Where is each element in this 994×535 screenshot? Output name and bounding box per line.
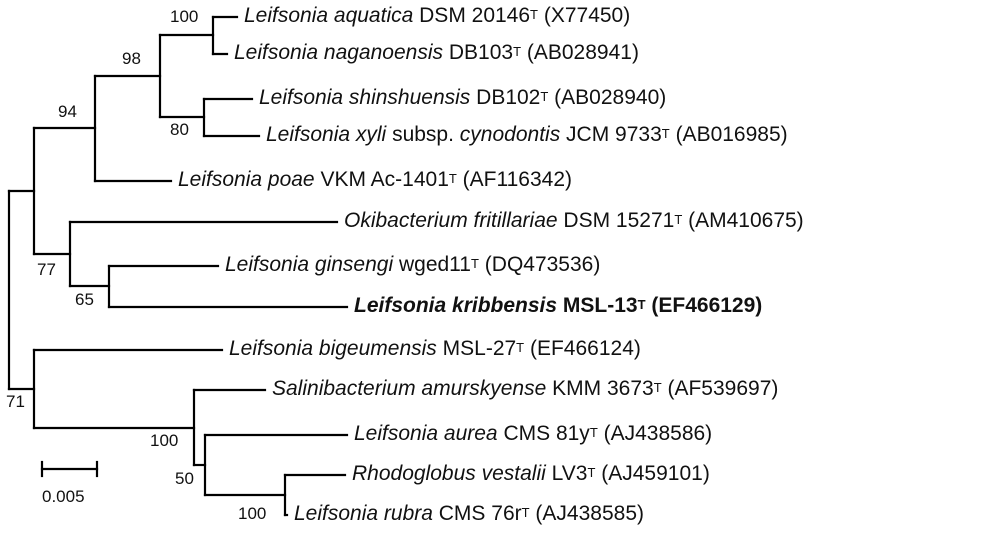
bootstrap-value: 80: [170, 120, 189, 139]
taxon-name: Leifsonia bigeumensis: [229, 337, 437, 360]
taxon-label: Leifsonia ginsengi wged11T (DQ473536): [225, 253, 600, 277]
taxon-name: Leifsonia poae: [178, 168, 315, 191]
accession-number: (AB028941): [526, 41, 639, 64]
accession-number: (AM410675): [688, 209, 804, 232]
strain-id: DB102: [476, 86, 541, 109]
taxon-name: Leifsonia kribbensis: [354, 294, 558, 317]
bootstrap-value: 65: [75, 290, 94, 309]
accession-number: (AJ459101): [601, 462, 710, 485]
taxon-name: Leifsonia aquatica: [244, 4, 414, 27]
strain-id: JCM 9733: [566, 123, 662, 146]
taxon-label: Leifsonia kribbensis MSL-13T (EF466129): [354, 294, 762, 318]
strain-id: MSL-13: [562, 294, 638, 317]
taxon-name: Leifsonia shinshuensis: [259, 86, 471, 109]
strain-id: LV3: [551, 462, 588, 485]
scale-bar: [40, 460, 99, 478]
accession-number: (EF466129): [651, 294, 763, 317]
bootstrap-value: 100: [238, 504, 267, 523]
taxon-label: Leifsonia aquatica DSM 20146T (X77450): [244, 4, 630, 28]
type-strain-mark: T: [661, 126, 670, 141]
strain-id: DSM 15271: [563, 209, 675, 232]
scale-bar-label: 0.005: [42, 487, 85, 506]
taxon-name: Leifsonia naganoensis: [234, 41, 443, 64]
type-strain-mark: T: [516, 340, 525, 355]
type-strain-mark: T: [653, 380, 662, 395]
bootstrap-value: 94: [58, 102, 77, 121]
accession-number: (AF116342): [462, 168, 573, 191]
taxon-name: Leifsonia ginsengi: [225, 253, 394, 276]
accession-number: (AJ438585): [535, 502, 644, 525]
accession-number: (X77450): [543, 4, 631, 27]
taxon-name: Rhodoglobus vestalii: [352, 462, 546, 485]
accession-number: (AB016985): [675, 123, 788, 146]
strain-id: CMS 76r: [438, 502, 522, 525]
bootstrap-value: 50: [175, 469, 194, 488]
type-strain-mark: T: [637, 297, 646, 312]
bootstrap-value: 71: [6, 392, 25, 411]
taxon-label: Rhodoglobus vestalii LV3T (AJ459101): [352, 462, 710, 486]
tree-branches: [7, 15, 349, 517]
taxon-label: Leifsonia xyli subsp. cynodontis JCM 973…: [266, 123, 788, 147]
strain-id: wged11: [398, 253, 471, 276]
strain-id: VKM Ac-1401: [320, 168, 449, 191]
bootstrap-value: 100: [150, 431, 179, 450]
accession-number: (AJ438586): [603, 422, 713, 445]
bootstrap-value: 98: [122, 49, 141, 68]
taxon-label: Leifsonia shinshuensis DB102T (AB028940): [259, 86, 666, 110]
accession-number: (EF466124): [529, 337, 641, 360]
type-strain-mark: T: [587, 465, 596, 480]
bootstrap-value: 77: [37, 260, 56, 279]
taxon-name: Salinibacterium amurskyense: [272, 377, 547, 400]
type-strain-mark: T: [513, 44, 522, 59]
type-strain-mark: T: [448, 171, 457, 186]
taxon-name: Leifsonia rubra: [294, 502, 433, 525]
taxon-label: Leifsonia poae VKM Ac-1401T (AF116342): [178, 168, 572, 192]
bootstrap-value: 100: [170, 7, 199, 26]
taxon-rank: subsp.: [392, 123, 454, 146]
accession-number: (AB028940): [554, 86, 667, 109]
taxon-label: Leifsonia rubra CMS 76rT (AJ438585): [294, 502, 644, 526]
strain-id: KMM 3673: [552, 377, 654, 400]
strain-id: MSL-27: [442, 337, 517, 360]
strain-id: CMS 81y: [503, 422, 590, 445]
type-strain-mark: T: [530, 7, 538, 22]
taxon-label: Leifsonia naganoensis DB103T (AB028941): [234, 41, 639, 65]
strain-id: DSM 20146: [419, 4, 531, 27]
type-strain-mark: T: [540, 89, 549, 104]
taxon-name: Okibacterium fritillariae: [344, 209, 558, 232]
accession-number: (DQ473536): [484, 253, 601, 276]
strain-id: DB103: [448, 41, 514, 64]
taxon-name: Leifsonia xyli: [266, 123, 387, 146]
type-strain-mark: T: [470, 256, 479, 271]
taxon-label: Leifsonia bigeumensis MSL-27T (EF466124): [229, 337, 641, 361]
type-strain-mark: T: [521, 505, 530, 520]
taxon-subspecies: cynodontis: [459, 123, 561, 146]
accession-number: (AF539697): [667, 377, 779, 400]
taxon-label: Leifsonia aurea CMS 81yT (AJ438586): [354, 422, 712, 446]
taxon-label: Salinibacterium amurskyense KMM 3673T (A…: [272, 377, 778, 401]
type-strain-mark: T: [674, 212, 683, 227]
taxon-name: Leifsonia aurea: [354, 422, 498, 445]
type-strain-mark: T: [589, 425, 598, 440]
taxon-label: Okibacterium fritillariae DSM 15271T (AM…: [344, 209, 804, 233]
